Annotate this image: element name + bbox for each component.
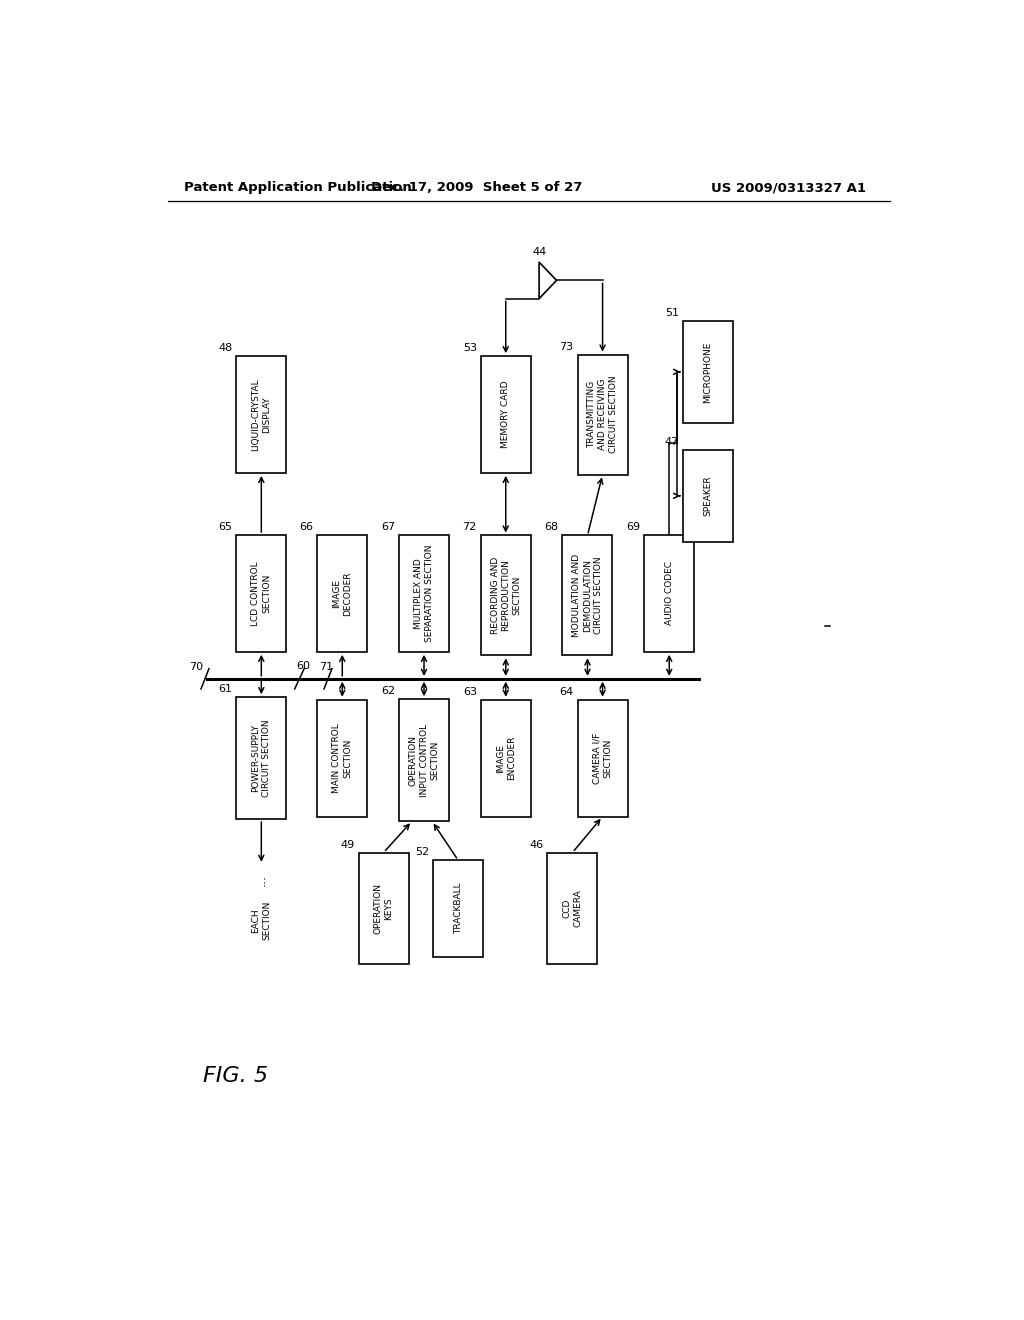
Text: MEMORY CARD: MEMORY CARD (502, 380, 510, 449)
Text: Dec. 17, 2009  Sheet 5 of 27: Dec. 17, 2009 Sheet 5 of 27 (372, 181, 583, 194)
Text: FIG. 5: FIG. 5 (204, 1067, 268, 1086)
Text: POWER-SUPPLY
CIRCUIT SECTION: POWER-SUPPLY CIRCUIT SECTION (252, 719, 271, 797)
Bar (562, 536, 612, 656)
Text: 71: 71 (318, 661, 333, 672)
Bar (683, 321, 733, 422)
Text: Patent Application Publication: Patent Application Publication (183, 181, 412, 194)
Text: 48: 48 (218, 343, 232, 352)
Bar (399, 700, 449, 821)
Bar (237, 356, 287, 473)
Bar (548, 853, 597, 965)
Text: MODULATION AND
DEMODULATION
CIRCUIT SECTION: MODULATION AND DEMODULATION CIRCUIT SECT… (572, 554, 603, 638)
Bar (480, 356, 530, 473)
Text: 73: 73 (559, 342, 573, 351)
Text: RECORDING AND
REPRODUCTION
SECTION: RECORDING AND REPRODUCTION SECTION (490, 557, 521, 634)
Bar (578, 355, 628, 474)
Bar (317, 700, 368, 817)
Text: MAIN CONTROL
SECTION: MAIN CONTROL SECTION (333, 723, 352, 793)
Text: 61: 61 (218, 684, 232, 694)
Text: SPEAKER: SPEAKER (703, 475, 713, 516)
Text: MICROPHONE: MICROPHONE (703, 341, 713, 403)
Text: 44: 44 (531, 247, 546, 257)
Bar (399, 535, 449, 652)
Text: TRANSMITTING
AND RECEIVING
CIRCUIT SECTION: TRANSMITTING AND RECEIVING CIRCUIT SECTI… (588, 376, 617, 453)
Bar (433, 861, 483, 957)
Bar (644, 535, 694, 652)
Bar (237, 697, 287, 818)
Text: TRACKBALL: TRACKBALL (454, 883, 463, 935)
Text: 64: 64 (559, 686, 573, 697)
Bar (578, 700, 628, 817)
Text: IMAGE
DECODER: IMAGE DECODER (333, 572, 352, 615)
Text: LCD CONTROL
SECTION: LCD CONTROL SECTION (252, 561, 271, 626)
Text: OPERATION
KEYS: OPERATION KEYS (374, 883, 393, 935)
Text: 46: 46 (529, 840, 544, 850)
Text: EACH
SECTION: EACH SECTION (252, 902, 271, 940)
Text: OPERATION
INPUT CONTROL
SECTION: OPERATION INPUT CONTROL SECTION (409, 723, 439, 797)
Bar (317, 535, 368, 652)
Bar (480, 700, 530, 817)
Text: 69: 69 (626, 521, 640, 532)
Text: AUDIO CODEC: AUDIO CODEC (665, 561, 674, 626)
Bar (358, 853, 409, 965)
Text: CCD
CAMERA: CCD CAMERA (562, 890, 583, 928)
Text: 60: 60 (296, 661, 310, 671)
Text: 51: 51 (666, 308, 679, 318)
Text: 68: 68 (545, 523, 558, 532)
Text: 47: 47 (665, 437, 679, 447)
Text: 62: 62 (381, 686, 395, 696)
Text: CAMERA I/F
SECTION: CAMERA I/F SECTION (593, 733, 612, 784)
Text: IMAGE
ENCODER: IMAGE ENCODER (496, 735, 516, 780)
Text: 67: 67 (381, 521, 395, 532)
Bar (237, 535, 287, 652)
Text: LIQUID-CRYSTAL
DISPLAY: LIQUID-CRYSTAL DISPLAY (252, 379, 271, 451)
Text: US 2009/0313327 A1: US 2009/0313327 A1 (711, 181, 866, 194)
Text: 53: 53 (463, 343, 477, 352)
Text: 63: 63 (463, 686, 477, 697)
Text: MULTIPLEX AND
SEPARATION SECTION: MULTIPLEX AND SEPARATION SECTION (414, 545, 434, 642)
Text: 70: 70 (189, 661, 204, 672)
Text: 52: 52 (415, 847, 429, 857)
Text: 66: 66 (299, 521, 313, 532)
Text: 65: 65 (218, 521, 232, 532)
Text: ...: ... (255, 874, 268, 886)
Text: 49: 49 (340, 840, 354, 850)
Bar (683, 450, 733, 541)
Bar (480, 536, 530, 656)
Text: 72: 72 (463, 523, 477, 532)
